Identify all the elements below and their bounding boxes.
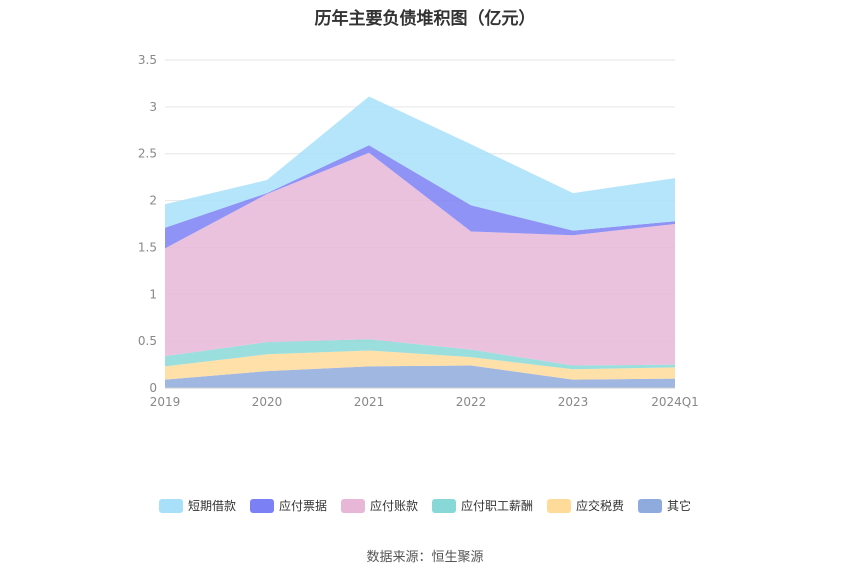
x-tick-label: 2021 [354,395,385,409]
area-series-2 [165,339,675,370]
stacked-area-chart: 0 0.5 1 1.5 2 2.5 3 3.5 2019 2020 2021 2022 2023 2024… [138,53,699,409]
y-tick-label: 1 [149,287,157,301]
area-series-3 [165,152,675,366]
y-tick-label: 2 [149,194,157,208]
legend-item[interactable]: 其它 [638,497,691,514]
legend-item[interactable]: 应付职工薪酬 [432,497,533,514]
legend-item[interactable]: 应交税费 [547,497,624,514]
chart-title: 历年主要负债堆积图（亿元） [314,9,536,29]
legend-item[interactable]: 应付账款 [340,497,418,514]
legend-label: 应付账款 [369,499,418,513]
legend-item[interactable]: 短期借款 [158,497,236,514]
x-tick-label: 2023 [558,395,589,409]
area-series-5 [165,96,675,231]
y-tick-label: 3 [149,100,157,114]
area-series-0 [165,365,675,388]
legend-swatch [547,498,572,513]
y-tick-label: 3.5 [138,53,157,67]
x-tick-label: 2022 [456,395,487,409]
y-tick-label: 1.5 [138,240,157,254]
legend-swatch [340,498,365,513]
y-tick-label: 0.5 [138,334,157,348]
axis-layer: 0 0.5 1 1.5 2 2.5 3 3.5 2019 2020 2021 2022 2023 2024… [138,53,699,409]
legend-swatch [638,498,663,513]
x-tick-label: 2019 [150,395,181,409]
legend-label: 应交税费 [576,499,625,513]
legend-label: 应付票据 [278,499,327,513]
legend-swatch [432,498,456,513]
data-source-note: 数据来源：恒生聚源 [366,550,484,565]
legend-label: 其它 [667,499,692,513]
x-tick-label: 2020 [252,395,283,409]
area-series-layer [165,96,675,388]
legend-label: 短期借款 [187,499,236,513]
y-tick-label: 2.5 [138,147,157,161]
area-series-1 [165,350,675,380]
legend-swatch [249,498,274,513]
legend-item[interactable]: 应付票据 [249,497,327,514]
y-tick-label: 0 [149,381,157,395]
legend-swatch [158,498,183,513]
legend-label: 应付职工薪酬 [461,499,534,513]
x-tick-label: 2024Q1 [651,395,699,409]
legend: 短期借款 应付票据 应付账款 应付职工薪酬 应交税费 其它 [0,497,850,514]
